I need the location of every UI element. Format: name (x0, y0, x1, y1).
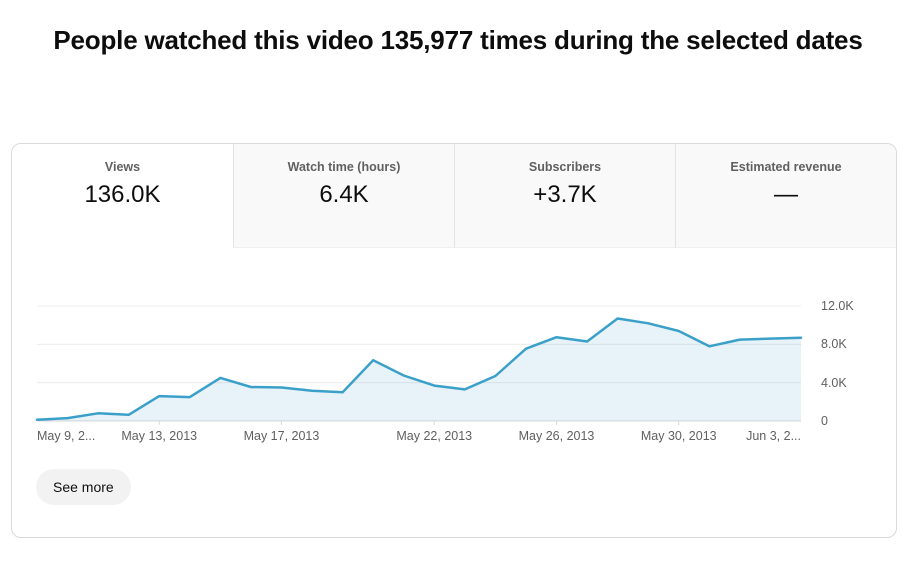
area-chart-svg (35, 305, 803, 425)
see-more-button[interactable]: See more (36, 469, 131, 505)
chart-plot[interactable] (35, 296, 803, 426)
x-axis-label: May 26, 2013 (518, 429, 595, 443)
tab-estimated-revenue-value: — (774, 181, 798, 208)
y-axis-label: 0 (821, 414, 828, 428)
tab-subscribers-label: Subscribers (528, 160, 602, 174)
y-axis-label: 8.0K (821, 337, 847, 352)
tab-estimated-revenue[interactable]: Estimated revenue — (675, 144, 896, 248)
tab-watch-time-value: 6.4K (319, 181, 369, 208)
page-title: People watched this video 135,977 times … (53, 25, 863, 55)
metric-tabs: Views 136.0K Watch time (hours) 6.4K Sub… (12, 144, 896, 248)
x-axis-label: Jun 3, 2... (746, 429, 801, 443)
x-axis-label: May 22, 2013 (396, 429, 473, 443)
views-line (35, 317, 803, 422)
y-axis-label: 12.0K (821, 299, 854, 314)
tab-estimated-revenue-label: Estimated revenue (730, 160, 842, 174)
tab-views-label: Views (104, 160, 141, 174)
x-axis-label: May 13, 2013 (121, 429, 198, 443)
tab-watch-time[interactable]: Watch time (hours) 6.4K (233, 144, 454, 248)
tab-views[interactable]: Views 136.0K (12, 144, 233, 248)
tab-subscribers[interactable]: Subscribers +3.7K (454, 144, 675, 248)
x-axis-label: May 30, 2013 (640, 429, 717, 443)
x-axis-label: May 9, 2... (37, 429, 96, 443)
tab-subscribers-value: +3.7K (533, 181, 597, 208)
x-axis-label: May 17, 2013 (243, 429, 320, 443)
tab-watch-time-label: Watch time (hours) (287, 160, 401, 174)
y-axis-label: 4.0K (821, 375, 847, 390)
views-area-fill (37, 318, 801, 421)
analytics-card: Views 136.0K Watch time (hours) 6.4K Sub… (11, 143, 897, 538)
views-over-time-chart: 12.0K 8.0K 4.0K 0 May 9, 2... May 13, 2013 Ma… (12, 248, 896, 458)
tab-views-value: 136.0K (84, 181, 161, 208)
